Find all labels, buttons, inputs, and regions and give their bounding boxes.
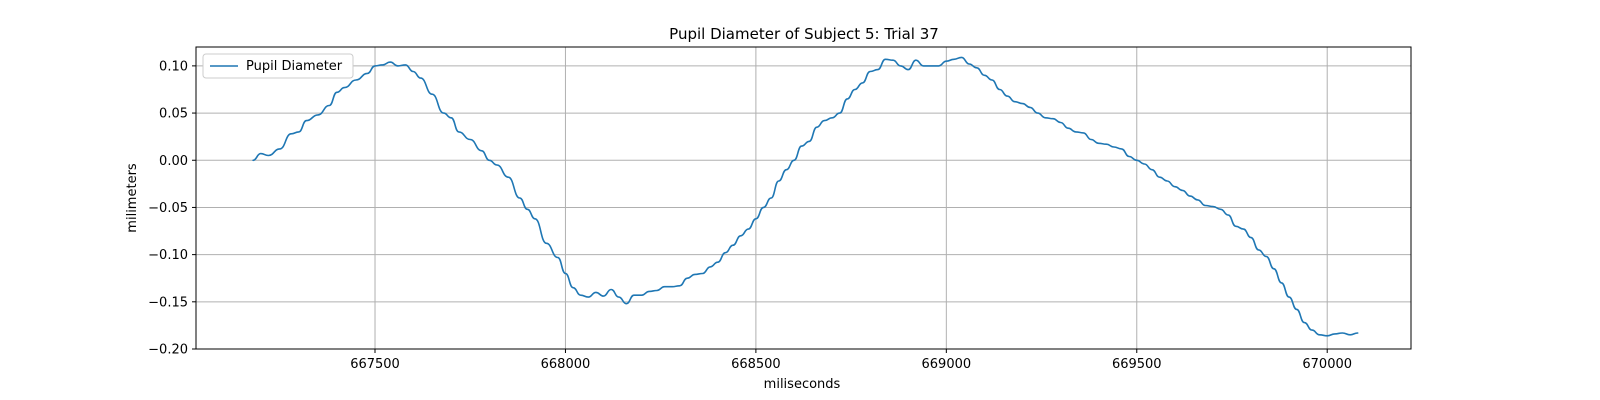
series-line-pupil-diameter	[252, 56, 1359, 337]
chart-title: Pupil Diameter of Subject 5: Trial 37	[669, 25, 939, 43]
x-tick-label: 667500	[350, 357, 400, 372]
y-tick-label: 0.00	[159, 154, 188, 169]
x-tick-label: 669000	[922, 357, 972, 372]
legend-box	[202, 53, 354, 79]
y-tick-label: −0.05	[148, 201, 188, 216]
y-tick-label: −0.15	[148, 295, 188, 310]
x-tick-label: 670000	[1302, 357, 1352, 372]
legend-label: Pupil Diameter	[246, 59, 343, 74]
y-axis-label: milimeters	[125, 163, 140, 233]
x-axis-label: miliseconds	[764, 377, 841, 392]
y-tick-label: −0.20	[148, 343, 188, 358]
x-axis: 667500 668000 668500 669000 669500 670000	[350, 349, 1352, 372]
x-tick-label: 668000	[541, 357, 591, 372]
x-tick-label: 668500	[731, 357, 781, 372]
y-tick-label: −0.10	[148, 248, 188, 263]
grid	[196, 47, 1411, 350]
y-tick-label: 0.10	[159, 59, 188, 74]
plot-area-frame	[195, 46, 1412, 350]
y-axis: 0.10 0.05 0.00 −0.05 −0.10 −0.15 −0.20	[148, 59, 196, 358]
legend: Pupil Diameter	[202, 53, 354, 79]
y-tick-label: 0.05	[159, 107, 188, 122]
x-tick-label: 669500	[1112, 357, 1162, 372]
